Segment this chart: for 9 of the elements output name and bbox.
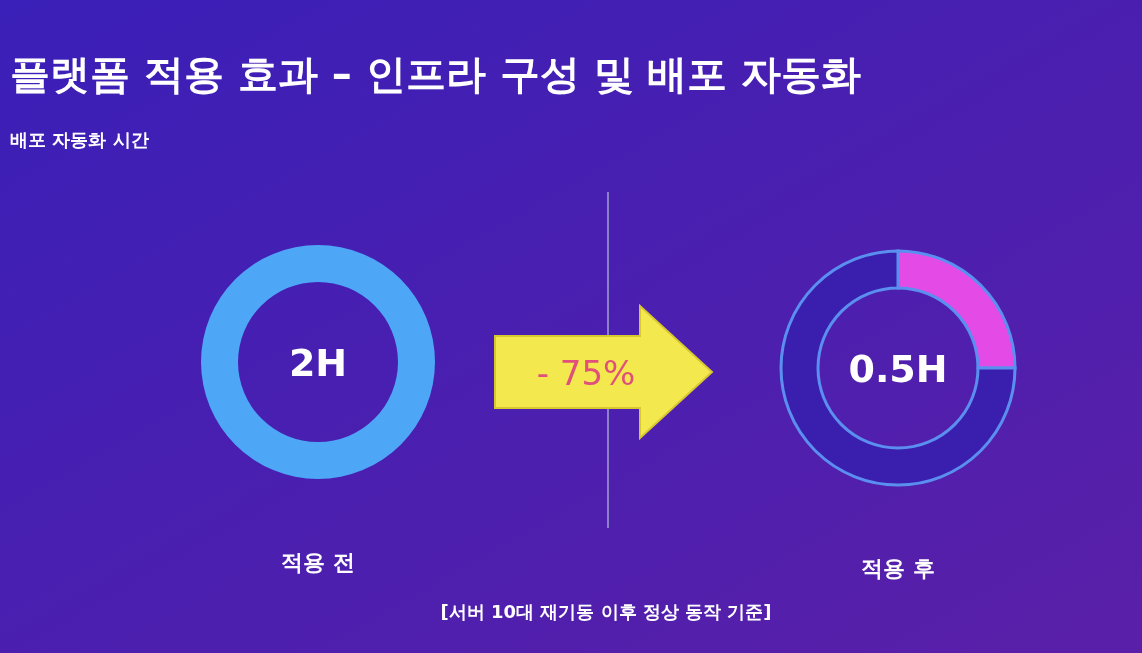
text: 적용 전: [281, 550, 355, 575]
donut-slice: [779, 249, 1017, 487]
text: - 75%: [536, 353, 636, 393]
text: 0.5H: [848, 347, 948, 391]
chart-subtitle: 배포 자동화 시간: [10, 129, 149, 150]
chart-title: 플랫폼 적용 효과 – 인프라 구성 및 배포 자동화: [10, 51, 862, 97]
text: [서버 10대 재기동 이후 정상 동작 기준]: [440, 601, 772, 622]
text: 2H: [288, 341, 348, 385]
text: 적용 후: [861, 556, 935, 581]
